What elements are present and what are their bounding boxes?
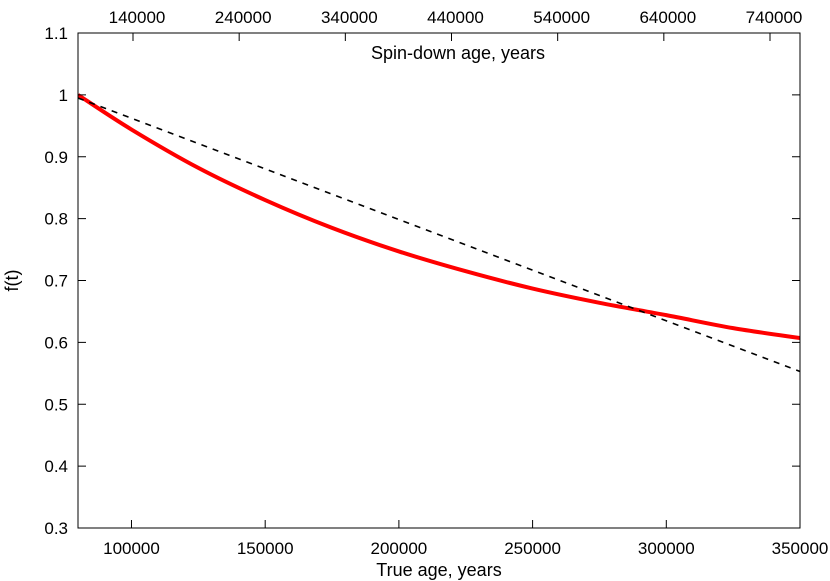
top-tick-label: 440000: [427, 8, 484, 27]
top-axis-ticks: 140000 240000 340000 440000 540000 640000 7400…: [109, 8, 803, 41]
y-tick-label: 1: [59, 86, 68, 105]
y-tick-label: 1.1: [44, 24, 68, 43]
y-tick-label: 0.4: [44, 457, 68, 476]
y-tick-label: 0.3: [44, 519, 68, 538]
series-line-solid: [78, 93, 800, 341]
y-tick-label: 0.8: [44, 210, 68, 229]
y-tick-label: 0.7: [44, 272, 68, 291]
x-axis-title: True age, years: [376, 560, 501, 580]
y-tick-label: 0.5: [44, 395, 68, 414]
plot-frame: [77, 32, 801, 529]
x-axis-ticks: 100000 150000 200000 250000 300000 350000: [103, 520, 828, 558]
y-axis-title: f(t): [2, 270, 22, 292]
x-tick-label: 100000: [103, 539, 160, 558]
x-tick-label: 300000: [638, 539, 695, 558]
top-axis-title: Spin-down age, years: [371, 43, 545, 63]
series-line-dashed: [78, 97, 800, 373]
y-tick-label: 0.9: [44, 148, 68, 167]
top-tick-label: 740000: [746, 8, 803, 27]
x-tick-label: 250000: [504, 539, 561, 558]
top-tick-label: 340000: [321, 8, 378, 27]
top-tick-label: 540000: [533, 8, 590, 27]
top-tick-label: 640000: [639, 8, 696, 27]
y-axis-ticks: 0.3 0.4 0.5 0.6 0.7 0.8 0.9 1 1.1: [44, 24, 800, 538]
x-tick-label: 150000: [237, 539, 294, 558]
x-tick-label: 200000: [371, 539, 428, 558]
x-tick-label: 350000: [772, 539, 829, 558]
top-tick-label: 140000: [109, 8, 166, 27]
y-tick-label: 0.6: [44, 333, 68, 352]
top-tick-label: 240000: [215, 8, 272, 27]
series-layer: [78, 93, 800, 373]
